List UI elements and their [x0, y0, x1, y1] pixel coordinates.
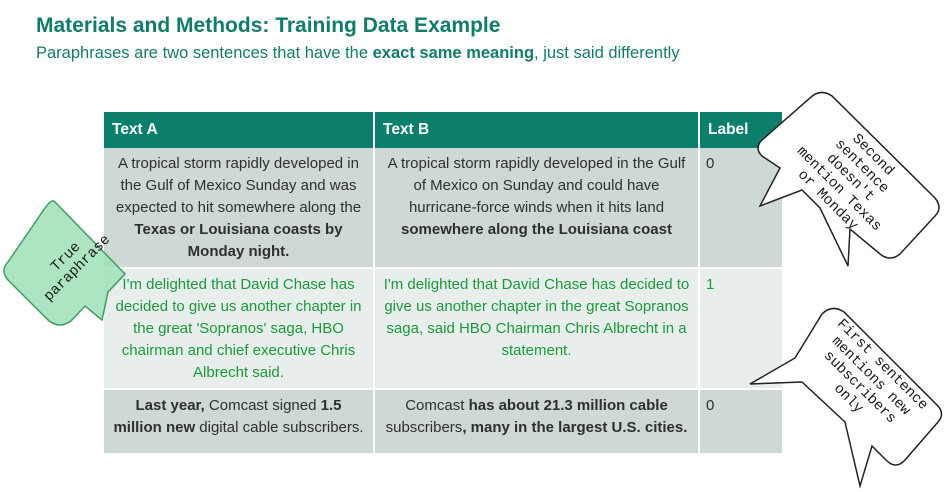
table-row: Last year, Comcast signed 1.5 million ne… [104, 388, 782, 453]
row1-text-b: A tropical storm rapidly developed in th… [374, 148, 700, 268]
row1-text-a-plain: A tropical storm rapidly developed in th… [115, 155, 362, 216]
row1-text-a-bold: Texas or Louisiana coasts by Monday nigh… [134, 221, 343, 260]
callout-shape [749, 307, 943, 489]
row1-text-b-plain: A tropical storm rapidly developed in th… [387, 155, 686, 216]
row1-text-a: A tropical storm rapidly developed in th… [104, 148, 375, 268]
row3-b-bold1: has about 21.3 million cable [468, 397, 668, 414]
true-paraphrase-callout: True paraphrase [0, 192, 150, 352]
row3-a-bold2: 1.5 million new [113, 397, 342, 436]
row3-a-bold1: Last year, [135, 397, 205, 414]
callout-shape [3, 200, 127, 326]
header-text-a: Text A [104, 112, 375, 148]
header-text-b: Text B [374, 112, 700, 148]
row3-a-text2: digital cable subscribers. [195, 419, 364, 436]
row3-b-text1: Comcast [405, 397, 469, 414]
row3-label: 0 [699, 388, 782, 453]
subscribers-callout: First sentence mentions new subscribers … [740, 300, 947, 492]
row3-b-bold2: , many in the largest U.S. cities. [462, 419, 688, 436]
row2-label: 1 [699, 267, 782, 389]
slide-title: Materials and Methods: Training Data Exa… [36, 14, 501, 37]
subtitle-text: Paraphrases are two sentences that have … [36, 44, 373, 62]
subtitle-text-end: , just said differently [534, 44, 680, 62]
texas-monday-callout: Second sentence doesn't mention Texas or… [740, 86, 947, 286]
header-label: Label [699, 112, 782, 148]
paraphrase-table: Text A Text B Label A tropical storm rap… [104, 112, 782, 453]
row3-a-text1: Comcast signed [204, 397, 321, 414]
row3-text-a: Last year, Comcast signed 1.5 million ne… [104, 388, 375, 453]
table-header-row: Text A Text B Label [104, 112, 782, 148]
row1-label: 0 [699, 148, 782, 268]
table-row: I'm delighted that David Chase has decid… [104, 267, 782, 389]
slide-subtitle: Paraphrases are two sentences that have … [36, 44, 680, 63]
row1-text-b-bold: somewhere along the Louisiana coast [401, 221, 672, 238]
callout-shape [757, 91, 940, 267]
row2-text-b: I'm delighted that David Chase has decid… [374, 267, 700, 389]
subtitle-emphasis: exact same meaning [372, 44, 535, 62]
row3-text-b: Comcast has about 21.3 million cable sub… [374, 388, 700, 453]
row2-text-a: I'm delighted that David Chase has decid… [104, 267, 375, 389]
row3-b-text2: subscribers [385, 419, 463, 436]
table-row: A tropical storm rapidly developed in th… [104, 148, 782, 268]
